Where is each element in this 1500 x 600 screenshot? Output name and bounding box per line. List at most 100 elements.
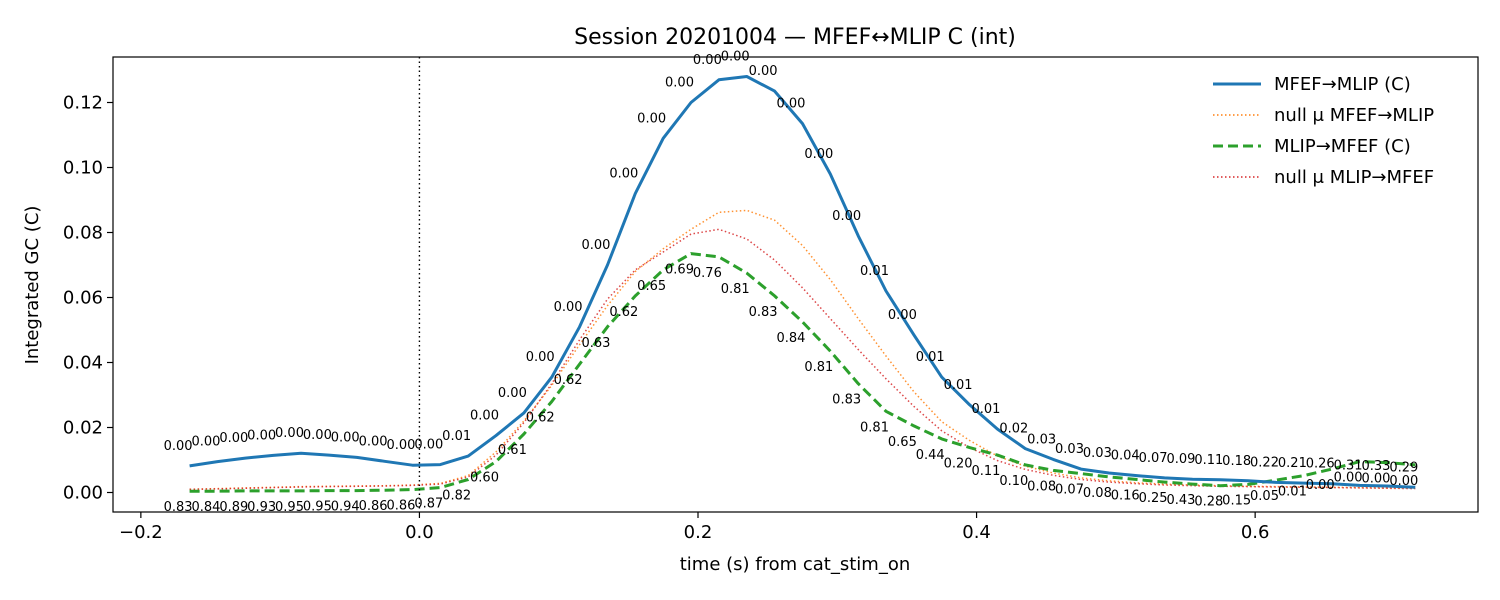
x-axis-title: time (s) from cat_stim_on bbox=[680, 554, 911, 575]
pvalue-label-reverse: 0.86 bbox=[386, 499, 415, 514]
pvalue-label-reverse: 0.84 bbox=[191, 500, 220, 515]
pvalue-label-reverse: 0.84 bbox=[776, 331, 805, 346]
legend-label: MFEF→MLIP (C) bbox=[1274, 74, 1411, 95]
pvalue-label-forward: 0.00 bbox=[331, 430, 360, 445]
pvalue-label-forward: 0.04 bbox=[1111, 449, 1140, 464]
pvalue-label-forward: 0.00 bbox=[191, 435, 220, 450]
pvalue-label-reverse: 0.61 bbox=[498, 443, 527, 458]
pvalue-label-reverse: 0.93 bbox=[247, 500, 276, 515]
legend-label: MLIP→MFEF (C) bbox=[1274, 136, 1411, 157]
pvalue-label-reverse: 0.00 bbox=[1361, 472, 1390, 487]
pvalue-label-reverse: 0.60 bbox=[470, 471, 499, 486]
pvalue-label-reverse: 0.63 bbox=[581, 336, 610, 351]
pvalue-label-forward: 0.09 bbox=[1166, 452, 1195, 467]
pvalue-label-reverse: 0.44 bbox=[916, 448, 945, 463]
pvalue-label-reverse: 0.15 bbox=[1222, 493, 1251, 508]
pvalue-label-reverse: 0.94 bbox=[331, 500, 360, 515]
pvalue-label-reverse: 0.83 bbox=[749, 305, 778, 320]
pvalue-label-forward: 0.11 bbox=[1194, 453, 1223, 468]
pvalue-label-forward: 0.00 bbox=[804, 147, 833, 162]
y-tick-label: 0.12 bbox=[63, 93, 103, 114]
pvalue-label-forward: 0.00 bbox=[247, 428, 276, 443]
pvalue-label-reverse: 0.62 bbox=[554, 373, 583, 388]
series-line-2 bbox=[189, 252, 1416, 493]
pvalue-label-reverse: 0.86 bbox=[359, 499, 388, 514]
pvalue-label-forward: 0.00 bbox=[303, 428, 332, 443]
pvalue-label-forward: 0.03 bbox=[1083, 446, 1112, 461]
pvalue-label-forward: 0.00 bbox=[498, 386, 527, 401]
pvalue-labels: 0.000.000.000.000.000.000.000.000.000.00… bbox=[164, 50, 1419, 516]
pvalue-label-forward: 0.31 bbox=[1334, 458, 1363, 473]
pvalue-label-forward: 0.22 bbox=[1250, 455, 1279, 470]
pvalue-label-forward: 0.02 bbox=[999, 422, 1028, 437]
series-line-0 bbox=[189, 75, 1416, 489]
y-tick-label: 0.00 bbox=[63, 483, 103, 504]
pvalue-label-forward: 0.00 bbox=[609, 167, 638, 182]
legend-label: null μ MFEF→MLIP bbox=[1274, 105, 1434, 126]
y-tick-label: 0.04 bbox=[63, 353, 103, 374]
pvalue-label-reverse: 0.11 bbox=[971, 464, 1000, 479]
pvalue-label-reverse: 0.62 bbox=[526, 411, 555, 426]
pvalue-label-reverse: 0.82 bbox=[442, 489, 471, 504]
pvalue-label-reverse: 0.65 bbox=[637, 279, 666, 294]
pvalue-label-forward: 0.00 bbox=[164, 439, 193, 454]
y-tick-label: 0.10 bbox=[63, 158, 103, 179]
y-axis-ticks: 0.00 0.02 0.04 0.06 0.08 0.10 0.12 bbox=[63, 93, 113, 504]
x-tick-label: 0.4 bbox=[962, 522, 991, 543]
pvalue-label-forward: 0.00 bbox=[554, 300, 583, 315]
pvalue-label-reverse: 0.20 bbox=[944, 457, 973, 472]
pvalue-label-forward: 0.00 bbox=[776, 97, 805, 112]
x-tick-label: 0.2 bbox=[684, 522, 713, 543]
y-axis-title: Integrated GC (C) bbox=[22, 206, 43, 365]
pvalue-label-forward: 0.00 bbox=[414, 438, 443, 453]
pvalue-label-forward: 0.00 bbox=[888, 308, 917, 323]
pvalue-label-reverse: 0.16 bbox=[1111, 489, 1140, 504]
pvalue-label-forward: 0.00 bbox=[470, 409, 499, 424]
pvalue-label-forward: 0.00 bbox=[637, 111, 666, 126]
x-tick-label: 0.0 bbox=[405, 522, 434, 543]
legend: MFEF→MLIP (C) null μ MFEF→MLIP MLIP→MFEF (… bbox=[1213, 74, 1434, 188]
pvalue-label-forward: 0.01 bbox=[971, 402, 1000, 417]
pvalue-label-reverse: 0.81 bbox=[721, 282, 750, 297]
pvalue-label-reverse: 0.81 bbox=[804, 360, 833, 375]
pvalue-label-reverse: 0.62 bbox=[609, 305, 638, 320]
pvalue-label-forward: 0.01 bbox=[916, 350, 945, 365]
pvalue-label-reverse: 0.81 bbox=[860, 420, 889, 435]
pvalue-label-forward: 0.00 bbox=[219, 431, 248, 446]
pvalue-label-reverse: 0.07 bbox=[1055, 483, 1084, 498]
pvalue-label-reverse: 0.00 bbox=[1306, 478, 1335, 493]
x-tick-label: 0.6 bbox=[1241, 522, 1270, 543]
pvalue-label-reverse: 0.28 bbox=[1194, 495, 1223, 510]
y-tick-label: 0.08 bbox=[63, 223, 103, 244]
pvalue-label-reverse: 0.83 bbox=[164, 500, 193, 515]
pvalue-label-reverse: 0.00 bbox=[1389, 474, 1418, 489]
pvalue-label-forward: 0.00 bbox=[665, 76, 694, 91]
pvalue-label-forward: 0.00 bbox=[275, 426, 304, 441]
pvalue-label-reverse: 0.08 bbox=[1027, 479, 1056, 494]
pvalue-label-reverse: 0.87 bbox=[414, 497, 443, 512]
pvalue-label-forward: 0.26 bbox=[1306, 457, 1335, 472]
pvalue-label-reverse: 0.43 bbox=[1166, 493, 1195, 508]
chart-title: Session 20201004 — MFEF↔MLIP C (int) bbox=[574, 25, 1016, 50]
pvalue-label-forward: 0.01 bbox=[944, 378, 973, 393]
legend-label: null μ MLIP→MFEF bbox=[1274, 167, 1434, 188]
pvalue-label-forward: 0.07 bbox=[1139, 451, 1168, 466]
pvalue-label-reverse: 0.01 bbox=[1278, 485, 1307, 500]
pvalue-label-forward: 0.01 bbox=[442, 429, 471, 444]
pvalue-label-forward: 0.21 bbox=[1278, 456, 1307, 471]
pvalue-label-forward: 0.00 bbox=[526, 350, 555, 365]
pvalue-label-forward: 0.03 bbox=[1027, 432, 1056, 447]
pvalue-label-reverse: 0.65 bbox=[888, 435, 917, 450]
pvalue-label-forward: 0.00 bbox=[581, 238, 610, 253]
series-line-3 bbox=[189, 228, 1416, 491]
pvalue-label-reverse: 0.83 bbox=[832, 393, 861, 408]
pvalue-label-reverse: 0.95 bbox=[275, 500, 304, 515]
y-tick-label: 0.06 bbox=[63, 288, 103, 309]
pvalue-label-reverse: 0.10 bbox=[999, 474, 1028, 489]
pvalue-label-reverse: 0.00 bbox=[1334, 471, 1363, 486]
pvalue-label-reverse: 0.95 bbox=[303, 500, 332, 515]
pvalue-label-reverse: 0.89 bbox=[219, 500, 248, 515]
pvalue-label-reverse: 0.25 bbox=[1139, 491, 1168, 506]
